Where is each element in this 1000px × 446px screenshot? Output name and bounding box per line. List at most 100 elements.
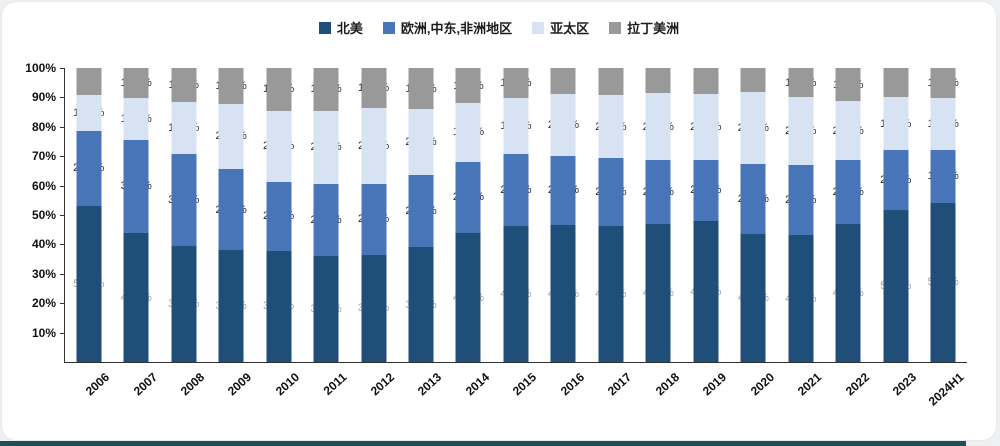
- y-axis-tick-mark: [60, 244, 65, 246]
- bar-segment: [645, 93, 671, 161]
- bar-segment: [693, 93, 719, 160]
- stacked-bar: [361, 68, 387, 362]
- bar-segment: [645, 160, 671, 225]
- bar-segment: [313, 110, 339, 184]
- legend-label: 拉丁美洲: [627, 21, 680, 36]
- legend-label: 亚太区: [550, 21, 590, 36]
- bar-segment: [408, 175, 434, 248]
- stacked-bar: [313, 68, 339, 362]
- bar-slot: 51.6%20.4%18.1%9.9%2023: [872, 68, 919, 398]
- y-axis-tick-label: 50%: [31, 208, 56, 222]
- bar-segment: [361, 107, 387, 185]
- legend-item: 拉丁美洲: [609, 18, 679, 37]
- stacked-bar: [550, 68, 576, 362]
- bar-slot: 38.1%27.5%22.3%12.0%2009: [207, 68, 255, 398]
- y-axis-tick-label: 80%: [31, 119, 56, 134]
- x-axis-label: 2022: [842, 370, 872, 399]
- bar-segment: [408, 68, 434, 110]
- y-axis-tick-label: 90%: [31, 90, 56, 105]
- bar-segment: [835, 160, 861, 224]
- bar-segment: [266, 110, 292, 182]
- stacked-bar: [835, 68, 861, 362]
- bar-slot: 47.1%21.6%20.0%11.3%2022: [825, 68, 872, 398]
- x-axis-label: 2011: [320, 370, 350, 398]
- stacked-bar: [218, 68, 244, 362]
- bar-segment: [455, 103, 481, 162]
- bar-segment: [76, 67, 102, 96]
- bar-segment: [503, 153, 529, 226]
- y-axis-tick-label: 20%: [31, 296, 56, 311]
- bar-slot: 43.2%23.8%23.0%10.0%2021: [777, 68, 824, 398]
- bar-segment: [408, 109, 434, 176]
- y-axis-tick-mark: [60, 185, 65, 187]
- y-axis-tick-label: 100%: [25, 61, 56, 75]
- bar-slot: 46.4%24.5%18.9%10.2%2015: [492, 68, 539, 398]
- bar-segment: [313, 183, 339, 256]
- bar-segment: [361, 184, 387, 255]
- bar-segment: [455, 233, 481, 362]
- bar-segment: [361, 254, 387, 362]
- bar-segment: [645, 224, 671, 362]
- stacked-bar: [171, 68, 197, 362]
- y-axis-tick-mark: [60, 156, 65, 158]
- bar-slot: 46.4%22.9%21.5%9.2%2017: [587, 68, 634, 398]
- bar-segment: [930, 97, 956, 150]
- bars-container: 53.0%25.7%12.1%9.3%200643.8%31.8%14.2%10…: [65, 67, 967, 409]
- bar-segment: [218, 169, 244, 250]
- x-axis-label: 2015: [510, 370, 540, 399]
- x-axis-label: 2019: [699, 370, 730, 399]
- bar-segment: [171, 153, 197, 247]
- x-axis-label: 2014: [462, 370, 492, 399]
- legend-item: 亚太区: [532, 18, 589, 37]
- bar-segment: [740, 233, 766, 362]
- stacked-bar: [645, 68, 671, 362]
- bar-segment: [883, 68, 909, 98]
- x-axis-label: 2013: [415, 370, 445, 399]
- bar-segment: [266, 68, 292, 111]
- bar-slot: 53.0%25.7%12.1%9.3%2006: [65, 67, 112, 398]
- x-axis-label: 2010: [272, 370, 302, 399]
- stacked-bar: [740, 68, 766, 362]
- bar-segment: [835, 68, 861, 102]
- legend-item: 欧洲,中东,非洲地区: [382, 18, 513, 37]
- y-axis-tick-label: 10%: [31, 325, 56, 340]
- bar-segment: [503, 68, 529, 99]
- legend-label: 欧洲,中东,非洲地区: [400, 21, 513, 36]
- legend-swatch: [382, 21, 395, 34]
- y-axis-tick-mark: [60, 126, 65, 128]
- stacked-bar: [503, 68, 529, 362]
- bar-slot: 43.8%31.8%14.2%10.1%2007: [112, 68, 160, 398]
- x-axis-label: 2021: [794, 370, 825, 399]
- bar-segment: [123, 139, 149, 234]
- bar-segment: [788, 68, 814, 98]
- legend-label: 北美: [336, 21, 363, 36]
- bar-segment: [930, 202, 956, 362]
- bar-segment: [503, 98, 529, 154]
- chart-card: 北美 欧洲,中东,非洲地区 亚太区 拉丁美洲 53.0%25.7%12.1%9.3%2…: [2, 2, 996, 440]
- y-axis-tick-label: 70%: [31, 149, 56, 164]
- bar-slot: 54.2%18.0%17.7%10.1%2024H1: [919, 68, 967, 409]
- bar-segment: [598, 158, 624, 226]
- bar-segment: [883, 97, 909, 151]
- bar-segment: [218, 250, 244, 362]
- x-axis-label: 2009: [225, 370, 255, 399]
- bar-segment: [550, 225, 576, 362]
- bar-slot: 46.8%21.8%22.8%8.6%2018: [635, 68, 682, 398]
- y-axis-tick-mark: [60, 68, 65, 69]
- bar-segment: [645, 68, 671, 94]
- bar-segment: [266, 250, 292, 362]
- x-axis-label: 2007: [130, 370, 160, 399]
- x-axis-label: 2023: [889, 370, 920, 399]
- legend-swatch: [609, 21, 622, 34]
- bar-segment: [503, 225, 529, 362]
- bar-segment: [693, 221, 719, 362]
- x-axis-label: 2018: [652, 370, 682, 399]
- stacked-bar: [266, 68, 292, 362]
- bar-segment: [550, 94, 576, 156]
- bar-segment: [740, 68, 766, 93]
- x-axis-label: 2024H1: [925, 370, 967, 409]
- bar-segment: [740, 164, 766, 234]
- bar-segment: [550, 68, 576, 95]
- bar-slot: 37.8%23.5%24.2%14.5%2010: [255, 68, 302, 398]
- bar-slot: 46.6%23.5%20.9%9.0%2016: [540, 68, 587, 398]
